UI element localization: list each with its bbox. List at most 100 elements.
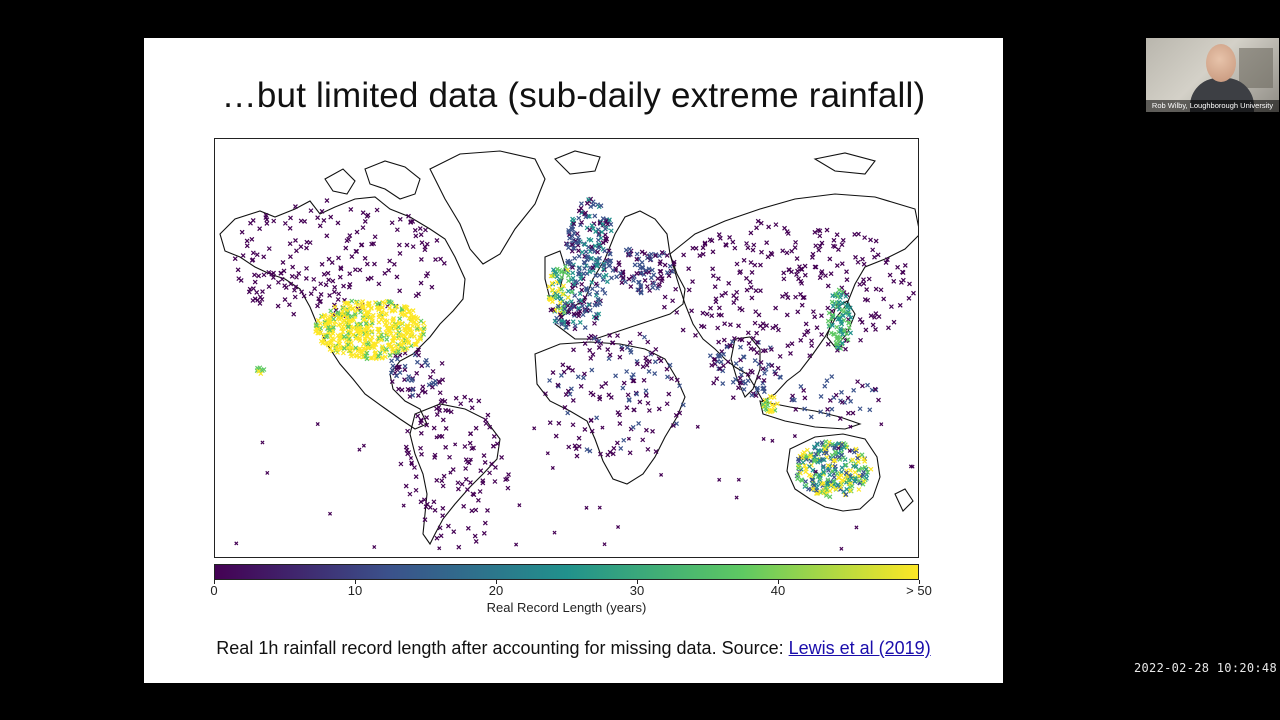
station-marker <box>254 290 260 295</box>
station-marker <box>865 382 870 388</box>
station-marker <box>617 412 622 418</box>
station-marker <box>843 346 848 352</box>
station-marker <box>891 319 897 325</box>
station-marker <box>859 465 865 471</box>
station-marker <box>832 445 837 450</box>
station-marker <box>784 312 790 318</box>
station-marker <box>642 334 647 340</box>
station-marker <box>390 348 396 354</box>
station-marker <box>610 267 616 273</box>
station-marker <box>809 343 815 349</box>
station-marker <box>571 246 577 251</box>
station-marker <box>372 234 378 240</box>
station-marker <box>464 487 470 493</box>
station-marker <box>332 284 338 290</box>
station-marker <box>416 291 421 297</box>
station-marker <box>667 263 673 269</box>
station-marker <box>596 245 602 251</box>
station-marker <box>468 480 473 486</box>
station-marker <box>410 387 416 393</box>
caption-text: Real 1h rainfall record length after acc… <box>216 638 789 658</box>
station-marker <box>394 274 400 280</box>
station-marker <box>443 407 448 413</box>
station-marker <box>425 271 431 276</box>
station-marker <box>798 266 804 272</box>
station-marker <box>451 529 457 535</box>
station-marker <box>434 477 440 483</box>
station-marker <box>758 220 764 226</box>
station-marker <box>813 243 819 249</box>
station-marker <box>491 443 496 449</box>
station-marker <box>770 438 775 443</box>
station-marker <box>487 470 492 476</box>
station-marker <box>781 276 787 282</box>
station-marker <box>414 322 420 327</box>
station-marker <box>621 380 627 386</box>
station-marker <box>838 319 844 325</box>
station-marker <box>843 492 849 498</box>
station-marker <box>575 235 581 240</box>
station-marker <box>376 300 382 306</box>
station-marker <box>589 244 595 250</box>
station-marker <box>830 303 836 309</box>
station-marker <box>709 238 715 244</box>
station-marker <box>434 406 439 412</box>
station-marker <box>287 225 293 231</box>
station-marker <box>875 252 881 258</box>
station-marker <box>801 387 807 393</box>
station-marker <box>751 242 757 248</box>
station-marker <box>322 324 328 329</box>
station-marker <box>576 305 582 311</box>
station-marker <box>773 371 779 377</box>
station-marker <box>754 350 760 356</box>
station-marker <box>443 444 449 450</box>
station-marker <box>293 237 298 243</box>
station-marker <box>634 251 640 257</box>
station-marker <box>814 487 819 493</box>
station-marker <box>849 475 854 481</box>
station-marker <box>341 318 347 324</box>
station-marker <box>716 366 722 372</box>
station-marker <box>598 451 603 457</box>
station-marker <box>821 457 827 463</box>
station-marker <box>312 286 318 292</box>
station-marker <box>592 320 597 326</box>
station-marker <box>570 422 576 428</box>
station-marker <box>845 410 851 416</box>
station-marker <box>795 268 800 274</box>
station-marker <box>409 462 414 467</box>
station-marker <box>402 313 408 318</box>
station-marker <box>244 243 250 249</box>
station-marker <box>321 312 327 318</box>
station-marker <box>592 302 598 308</box>
station-marker <box>354 353 360 359</box>
station-marker <box>288 254 293 260</box>
station-marker <box>282 220 288 226</box>
station-marker <box>418 280 424 286</box>
station-marker <box>335 220 341 226</box>
station-marker <box>353 248 359 254</box>
station-marker <box>389 367 395 373</box>
station-marker <box>600 425 605 430</box>
station-marker <box>891 278 897 284</box>
station-marker <box>261 254 267 260</box>
station-marker <box>645 400 651 406</box>
station-marker <box>372 261 377 267</box>
station-marker <box>652 253 658 259</box>
station-marker <box>827 472 833 478</box>
station-marker <box>631 378 637 384</box>
station-marker <box>575 374 581 380</box>
station-marker <box>834 263 840 269</box>
source-link[interactable]: Lewis et al (2019) <box>788 638 931 658</box>
station-marker <box>807 454 813 460</box>
station-marker <box>576 310 582 316</box>
station-marker <box>662 294 668 300</box>
station-marker <box>829 374 835 380</box>
station-marker <box>557 312 563 318</box>
station-marker <box>582 260 588 266</box>
station-marker <box>413 474 419 480</box>
station-marker <box>872 386 878 392</box>
station-marker <box>806 486 811 492</box>
station-marker <box>857 281 863 287</box>
station-marker <box>392 335 398 341</box>
